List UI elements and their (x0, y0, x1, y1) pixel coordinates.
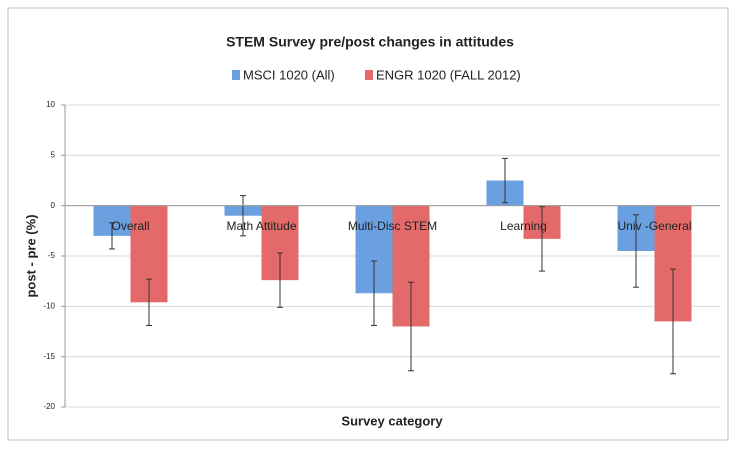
y-tick-label: -20 (43, 402, 55, 411)
y-tick-label: 10 (46, 100, 55, 109)
x-axis-label: Survey category (341, 413, 443, 428)
legend-swatch (232, 70, 240, 80)
legend-label: ENGR 1020 (FALL 2012) (376, 67, 521, 82)
y-tick-label: -10 (43, 301, 55, 310)
y-tick-label: -5 (48, 251, 56, 260)
y-axis-label: post - pre (%) (23, 214, 38, 297)
legend-swatch (365, 70, 373, 80)
chart-title: STEM Survey pre/post changes in attitude… (226, 34, 514, 50)
x-tick-label: Learning (500, 219, 547, 233)
x-tick-label: Univ -General (617, 219, 691, 233)
y-tick-label: -15 (43, 352, 55, 361)
x-tick-label: Multi-Disc STEM (348, 219, 437, 233)
x-tick-label: Math Attitude (226, 219, 296, 233)
x-tick-label: Overall (111, 219, 149, 233)
legend-label: MSCI 1020 (All) (243, 67, 335, 82)
y-tick-label: 5 (51, 150, 56, 159)
y-tick-label: 0 (51, 201, 56, 210)
